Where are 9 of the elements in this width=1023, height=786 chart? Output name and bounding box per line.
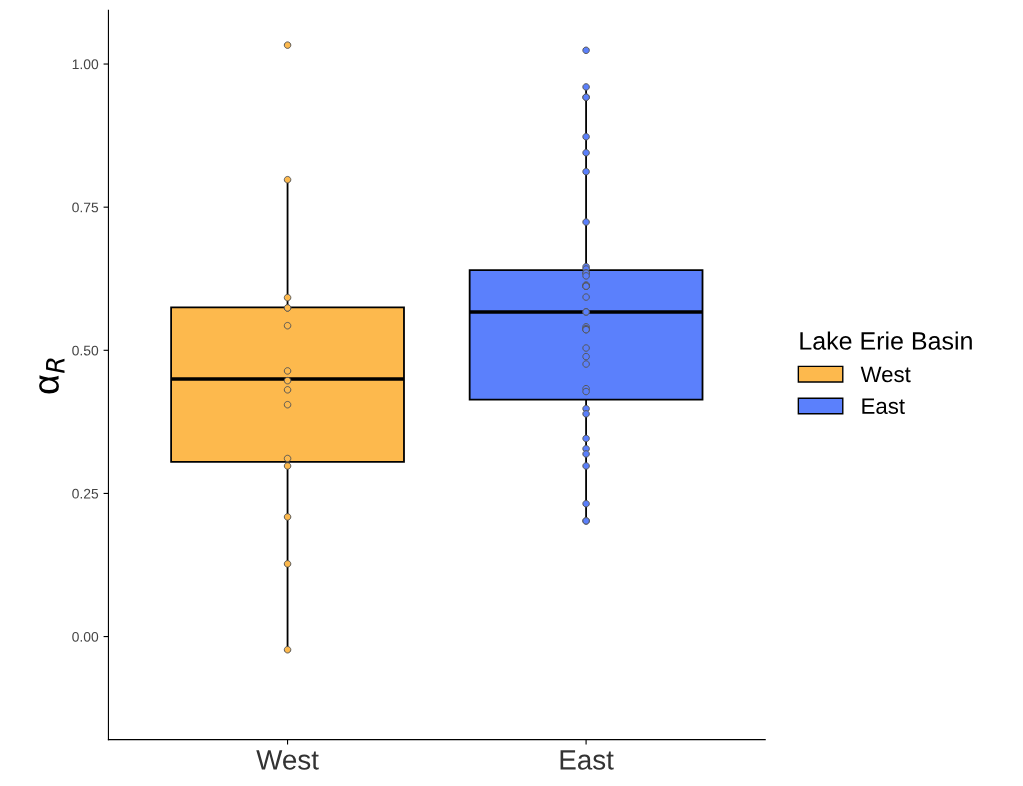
y-tick-label: 0.50 bbox=[72, 345, 99, 356]
legend-title: Lake Erie Basin bbox=[800, 331, 972, 350]
legend-label: East bbox=[862, 398, 905, 415]
y-tick-label: 1.00 bbox=[72, 59, 99, 70]
y-tick-label: 0.25 bbox=[72, 488, 99, 499]
y-axis-title: α$_{R}$ bbox=[39, 358, 65, 394]
legend-label: West bbox=[860, 366, 911, 383]
y-tick-label: 0.00 bbox=[72, 631, 99, 642]
y-tick-label: 0.75 bbox=[72, 202, 99, 213]
